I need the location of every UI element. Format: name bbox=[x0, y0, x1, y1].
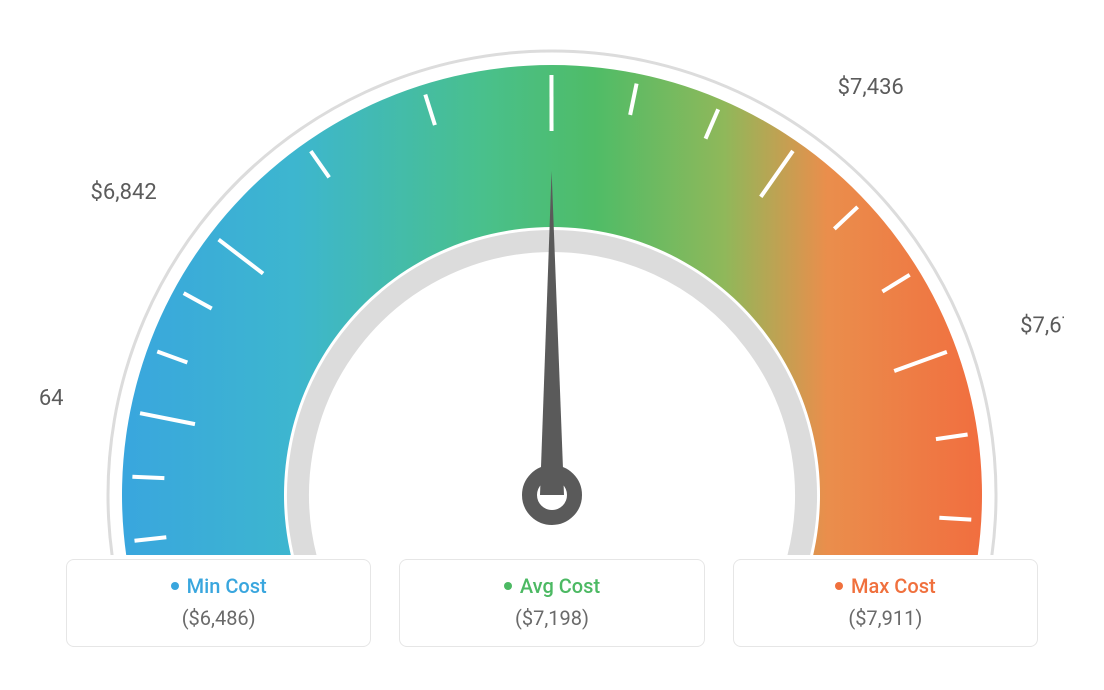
legend-label-text: Avg Cost bbox=[520, 574, 600, 598]
legend-card-min: Min Cost ($6,486) bbox=[66, 559, 371, 647]
gauge-tick-label: $6,664 bbox=[40, 386, 64, 411]
gauge-svg: $6,486$6,664$6,842$7,198$7,436$7,674$7,9… bbox=[40, 10, 1064, 555]
legend-card-max: Max Cost ($7,911) bbox=[733, 559, 1038, 647]
legend-label: Avg Cost bbox=[410, 574, 693, 598]
minor-tick bbox=[939, 518, 971, 520]
legend-value: ($6,486) bbox=[77, 606, 360, 630]
legend-label-text: Max Cost bbox=[851, 574, 936, 598]
legend-dot-icon bbox=[835, 582, 843, 590]
legend-value: ($7,198) bbox=[410, 606, 693, 630]
legend-label: Min Cost bbox=[77, 574, 360, 598]
minor-tick bbox=[132, 477, 164, 478]
gauge-tick-label: $6,842 bbox=[91, 180, 157, 205]
cost-gauge-widget: $6,486$6,664$6,842$7,198$7,436$7,674$7,9… bbox=[0, 0, 1104, 690]
gauge-chart: $6,486$6,664$6,842$7,198$7,436$7,674$7,9… bbox=[40, 10, 1064, 555]
legend-label: Max Cost bbox=[744, 574, 1027, 598]
legend-card-avg: Avg Cost ($7,198) bbox=[399, 559, 704, 647]
legend-dot-icon bbox=[504, 582, 512, 590]
legend-value: ($7,911) bbox=[744, 606, 1027, 630]
gauge-tick-label: $7,674 bbox=[1020, 313, 1064, 338]
gauge-tick-label: $7,436 bbox=[838, 75, 904, 100]
legend-row: Min Cost ($6,486) Avg Cost ($7,198) Max Cost… bbox=[40, 559, 1064, 647]
legend-dot-icon bbox=[171, 582, 179, 590]
legend-label-text: Min Cost bbox=[187, 574, 267, 598]
